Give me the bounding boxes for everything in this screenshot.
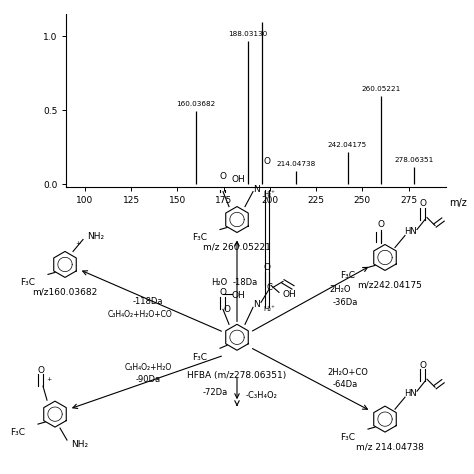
- Text: O: O: [37, 366, 45, 375]
- Text: 2H₂O: 2H₂O: [329, 285, 351, 294]
- Text: -18Da: -18Da: [232, 278, 258, 287]
- Text: ⁺: ⁺: [75, 241, 81, 252]
- Text: F₃C: F₃C: [340, 271, 355, 280]
- Text: 188.03130: 188.03130: [228, 31, 267, 37]
- Text: H: H: [404, 227, 410, 236]
- Text: N: N: [410, 227, 416, 236]
- Text: -90Da: -90Da: [136, 375, 161, 383]
- Text: 278.06351: 278.06351: [395, 157, 434, 163]
- Text: -72Da: -72Da: [202, 388, 228, 397]
- Text: O: O: [419, 361, 427, 370]
- Text: m/z 214.04738: m/z 214.04738: [356, 443, 424, 452]
- Text: F₃C: F₃C: [192, 233, 207, 242]
- Text: m/z242.04175: m/z242.04175: [357, 281, 422, 290]
- Text: N: N: [254, 185, 260, 194]
- Text: H₂⁺: H₂⁺: [263, 191, 275, 197]
- Text: 160.03682: 160.03682: [176, 101, 216, 108]
- Text: -36Da: -36Da: [332, 298, 358, 307]
- Text: O: O: [264, 263, 271, 272]
- Text: m/z 260.05221: m/z 260.05221: [203, 243, 271, 252]
- Text: F₃C: F₃C: [20, 278, 35, 287]
- Text: HFBA (m/z278.06351): HFBA (m/z278.06351): [187, 371, 287, 380]
- Text: -64Da: -64Da: [332, 380, 357, 389]
- Text: C: C: [266, 283, 272, 292]
- Text: -118Da: -118Da: [133, 297, 163, 306]
- Text: O: O: [224, 305, 230, 314]
- Text: C₃H₄O₂+H₂O: C₃H₄O₂+H₂O: [124, 363, 172, 372]
- Text: OH: OH: [232, 291, 246, 300]
- Text: -C₃H₄O₂: -C₃H₄O₂: [246, 391, 278, 400]
- Text: m/z160.03682: m/z160.03682: [32, 288, 98, 297]
- Text: 2H₂O+CO: 2H₂O+CO: [328, 368, 368, 377]
- Text: O: O: [219, 172, 227, 181]
- Text: F₃C: F₃C: [10, 428, 25, 437]
- Text: OH: OH: [283, 290, 297, 299]
- Text: O: O: [219, 288, 227, 297]
- Text: N: N: [410, 389, 416, 398]
- Text: O: O: [377, 220, 384, 229]
- Text: OH: OH: [232, 175, 246, 184]
- Text: m/z: m/z: [449, 198, 467, 208]
- Text: F₃C: F₃C: [192, 353, 207, 362]
- Text: 214.04738: 214.04738: [276, 161, 315, 167]
- Text: H₂⁺: H₂⁺: [263, 306, 275, 312]
- Text: O: O: [419, 199, 427, 208]
- Text: H₂O: H₂O: [211, 278, 227, 287]
- Text: 242.04175: 242.04175: [328, 142, 367, 148]
- Text: H: H: [404, 389, 410, 398]
- Text: 260.05221: 260.05221: [361, 86, 401, 92]
- Text: O: O: [264, 157, 271, 166]
- Text: C₃H₄O₂+H₂O+CO: C₃H₄O₂+H₂O+CO: [108, 310, 173, 319]
- Text: ⁺: ⁺: [46, 377, 52, 387]
- Text: F₃C: F₃C: [340, 433, 355, 442]
- Text: N: N: [254, 300, 260, 309]
- Text: NH₂: NH₂: [71, 439, 88, 448]
- Text: NH₂: NH₂: [87, 232, 104, 241]
